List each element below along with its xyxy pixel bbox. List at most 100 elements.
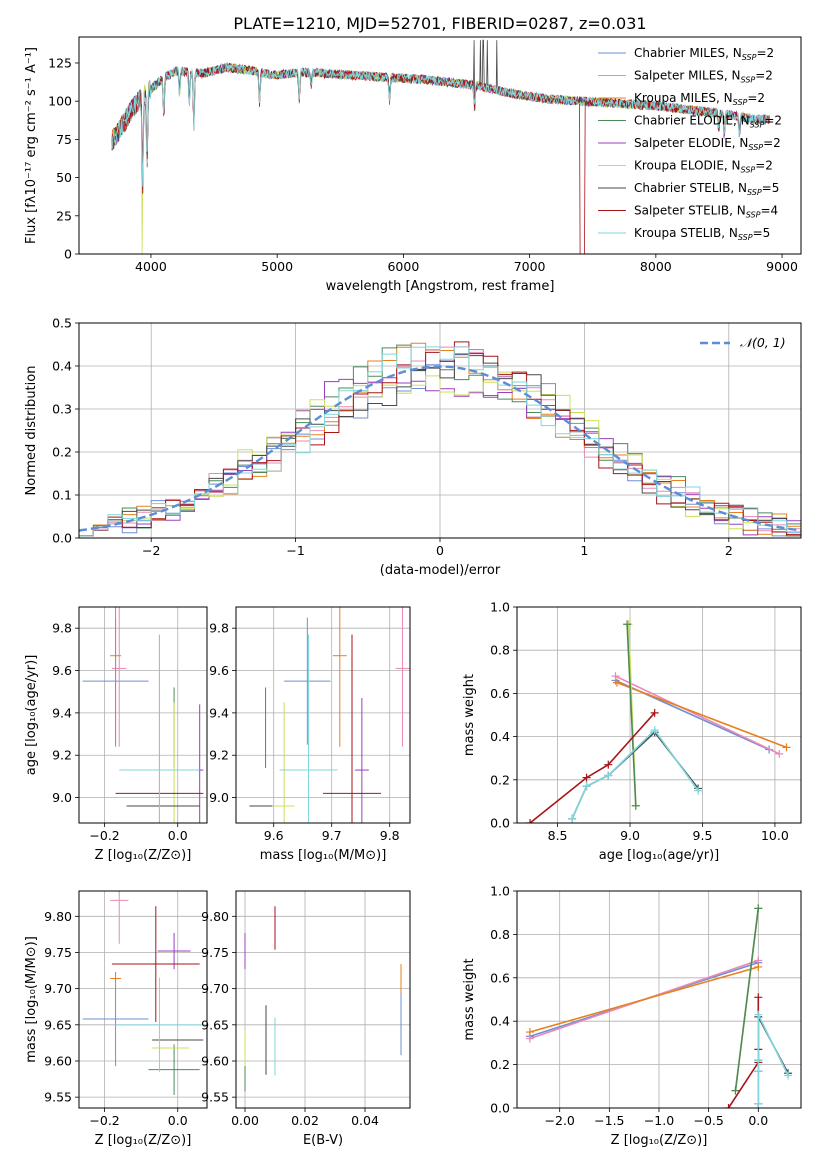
weight_vs_Z-ytick-label: 0.4 <box>490 1014 510 1029</box>
mass_vs_Z-xtick-label: −0.2 <box>89 1113 119 1128</box>
weight_vs_age-point-marker <box>782 743 791 752</box>
mass_vs_ebv-panel: 0.00 0.02 0.04 9.55 9.60 9.65 9.70 9.75 9.80 E(B-… <box>201 891 410 1148</box>
weight_vs_age-point-marker <box>650 726 659 735</box>
age_vs_mass-ytick-label: 9.2 <box>209 748 229 763</box>
age_vs_mass-xtick-label: 9.8 <box>380 828 400 843</box>
spectrum-ylabel: Flux [fλ10⁻¹⁷ erg cm⁻² s⁻¹ A⁻¹] <box>24 47 39 244</box>
plot-area <box>82 607 204 823</box>
residuals-frame <box>78 322 802 539</box>
legend-label: Kroupa ELODIE, NSSP=2 <box>634 159 773 175</box>
spectrum-line <box>111 63 770 187</box>
weight_vs_Z-ytick-label: 0.8 <box>490 927 510 942</box>
residuals-ylabel: Normed distribution <box>24 366 39 496</box>
residuals-ytick-label: 0.5 <box>52 316 72 331</box>
age_vs_Z-ytick-label: 9.0 <box>52 790 72 805</box>
mass_vs_ebv-ytick-label: 9.80 <box>201 909 229 924</box>
age_vs_mass-ytick-label: 9.8 <box>209 621 229 636</box>
spectrum-ytick-label: 125 <box>48 55 72 70</box>
weight_vs_Z-point-marker <box>525 1028 534 1037</box>
residuals-xtick-label: 0 <box>436 543 444 558</box>
weight_vs_age-point-marker <box>623 620 632 629</box>
weight_vs_Z-xtick-label: −1.0 <box>644 1113 674 1128</box>
weight_vs_age-panel: 8.5 9.0 9.5 10.0 0.0 0.2 0.4 0.6 0.8 1.0 age [log₁… <box>462 600 801 863</box>
age_vs_Z-xtick-label: 0.0 <box>168 828 188 843</box>
weight_vs_age-ytick-label: 0.4 <box>490 729 510 744</box>
weight_vs_Z-xtick-label: −0.5 <box>693 1113 723 1128</box>
residuals-xtick-label: 1 <box>580 543 588 558</box>
mass_vs_Z-xtick-label: 0.0 <box>168 1113 188 1128</box>
weight_vs_Z-series-line <box>529 966 759 1033</box>
gaussian-legend-label: 𝒩(0, 1) <box>740 335 786 350</box>
residuals-panel: −2 −1 0 1 2 0.0 0.1 0.2 0.3 0.4 0.5 (data-model)/er… <box>24 316 801 578</box>
weight_vs_age-ytick-label: 1.0 <box>490 600 510 615</box>
mass_vs_ebv-xtick-label: 0.02 <box>291 1113 319 1128</box>
age_vs_mass-ytick-label: 9.6 <box>209 663 229 678</box>
spectrum-ytick-label: 100 <box>48 94 72 109</box>
mass_vs_ebv-ytick-label: 9.60 <box>201 1053 229 1068</box>
residuals-xtick-label: 2 <box>725 543 733 558</box>
weight_vs_Z-xlabel: Z [log₁₀(Z/Z⊙)] <box>611 1133 708 1148</box>
mass_vs_ebv-ytick-label: 9.55 <box>201 1090 229 1105</box>
mass_vs_ebv-ytick-label: 9.65 <box>201 1017 229 1032</box>
weight_vs_age-xtick-label: 10.0 <box>761 828 789 843</box>
weight_vs_age-xtick-label: 9.5 <box>693 828 713 843</box>
weight_vs_age-point-marker <box>650 708 659 717</box>
weight_vs_age-point-marker <box>694 786 703 795</box>
weight_vs_age-xtick-label: 8.5 <box>548 828 568 843</box>
mass_vs_Z-frame <box>78 890 208 1109</box>
weight_vs_age-ytick-label: 0.8 <box>490 643 510 658</box>
spectrum-ytick-label: 75 <box>56 132 72 147</box>
weight_vs_Z-point-marker <box>754 1099 763 1108</box>
mass_vs_Z-ytick-label: 9.75 <box>44 945 72 960</box>
mass_vs_ebv-xlabel: E(B-V) <box>303 1133 343 1148</box>
weight_vs_age-point-marker <box>526 819 535 823</box>
age_vs_mass-ytick-label: 9.4 <box>209 705 229 720</box>
plot-area <box>249 607 410 823</box>
weight_vs_age-series-line <box>616 681 787 749</box>
figure-title: PLATE=1210, MJD=52701, FIBERID=0287, z=0… <box>233 14 646 33</box>
legend-label: Kroupa MILES, NSSP=2 <box>634 91 765 107</box>
residuals-xlabel: (data-model)/error <box>380 563 501 578</box>
residuals-xtick-label: −2 <box>142 543 160 558</box>
age_vs_mass-xlabel: mass [log₁₀(M/M⊙)] <box>260 848 387 863</box>
gaussian-curve <box>79 365 801 532</box>
spectrum-xlabel: wavelength [Angstrom, rest frame] <box>326 279 555 294</box>
age_vs_mass-ytick-label: 9.0 <box>209 790 229 805</box>
weight_vs_age-series-line <box>529 712 656 823</box>
weight_vs_Z-ytick-label: 0.2 <box>490 1057 510 1072</box>
spectrum-xtick-label: 9000 <box>766 259 798 274</box>
legend-label: Chabrier STELIB, NSSP=5 <box>634 181 779 197</box>
mass_vs_Z-ytick-label: 9.60 <box>44 1053 72 1068</box>
weight_vs_Z-point-marker <box>754 1067 763 1076</box>
weight_vs_Z-point-marker <box>754 962 763 971</box>
mass_vs_ebv-ytick-label: 9.75 <box>201 945 229 960</box>
weight_vs_Z-xtick-label: −1.5 <box>594 1113 624 1128</box>
spectrum-xtick-label: 4000 <box>135 259 167 274</box>
legend-label: Salpeter ELODIE, NSSP=2 <box>634 136 781 152</box>
weight_vs_Z-ytick-label: 0.0 <box>490 1101 510 1116</box>
mass_vs_Z-ytick-label: 9.70 <box>44 981 72 996</box>
spectrum-ytick-label: 0 <box>64 247 72 262</box>
age_vs_mass-frame <box>235 606 411 824</box>
weight_vs_age-series-line <box>626 624 637 806</box>
weight_vs_Z-point-marker <box>784 1071 793 1080</box>
weight_vs_age-point-marker <box>631 801 640 810</box>
age_vs_Z-ytick-label: 9.6 <box>52 663 72 678</box>
weight_vs_age-point-marker <box>604 771 613 780</box>
residuals-ytick-label: 0.4 <box>52 359 72 374</box>
weight_vs_Z-series-line <box>757 1016 789 1104</box>
weight_vs_Z-ytick-label: 0.6 <box>490 970 510 985</box>
legend-label: Kroupa STELIB, NSSP=5 <box>634 226 770 242</box>
age_vs_Z-ytick-label: 9.4 <box>52 705 72 720</box>
age_vs_Z-frame <box>78 606 208 824</box>
age_vs_Z-xtick-label: −0.2 <box>89 828 119 843</box>
age_vs_Z-ytick-label: 9.8 <box>52 621 72 636</box>
weight_vs_age-point-marker <box>604 760 613 769</box>
weight_vs_age-ytick-label: 0.6 <box>490 686 510 701</box>
spectrum-frame <box>78 36 802 255</box>
weight_vs_Z-point-marker <box>754 904 763 913</box>
spectrum-xtick-label: 8000 <box>640 259 672 274</box>
spectrum-ytick-label: 25 <box>56 208 72 223</box>
residuals-xtick-label: −1 <box>286 543 304 558</box>
